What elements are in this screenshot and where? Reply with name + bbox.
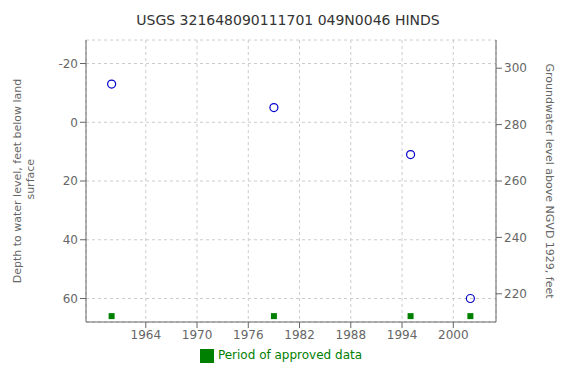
- svg-text:300: 300: [504, 61, 527, 75]
- svg-text:260: 260: [504, 174, 527, 188]
- svg-text:1964: 1964: [131, 328, 162, 342]
- svg-text:0: 0: [70, 116, 78, 130]
- html-text:USGS 321648090111701 049N0046: USGS 321648090111701 049N0046 HINDS: [136, 12, 440, 28]
- html-text:Period of approved data: Period of approved data: [217, 348, 363, 362]
- svg-text:Groundwater level above NGVD 1: Groundwater level above NGVD 1929, feet: [543, 63, 556, 299]
- svg-text:60: 60: [63, 292, 78, 306]
- svg-text:1976: 1976: [233, 328, 264, 342]
- svg-text:1982: 1982: [284, 328, 315, 342]
- svg-text:-20: -20: [58, 57, 78, 71]
- svg-text:Depth to water level, feet bel: Depth to water level, feet below land su…: [11, 79, 37, 284]
- svg-text:1970: 1970: [182, 328, 213, 342]
- svg-text:280: 280: [504, 118, 527, 132]
- svg-text:1994: 1994: [387, 328, 418, 342]
- svg-text:20: 20: [63, 174, 78, 188]
- svg-text:1988: 1988: [336, 328, 367, 342]
- svg-text:40: 40: [63, 233, 78, 247]
- svg-text:240: 240: [504, 231, 527, 245]
- svg-text:2000: 2000: [438, 328, 469, 342]
- svg-text:220: 220: [504, 287, 527, 301]
